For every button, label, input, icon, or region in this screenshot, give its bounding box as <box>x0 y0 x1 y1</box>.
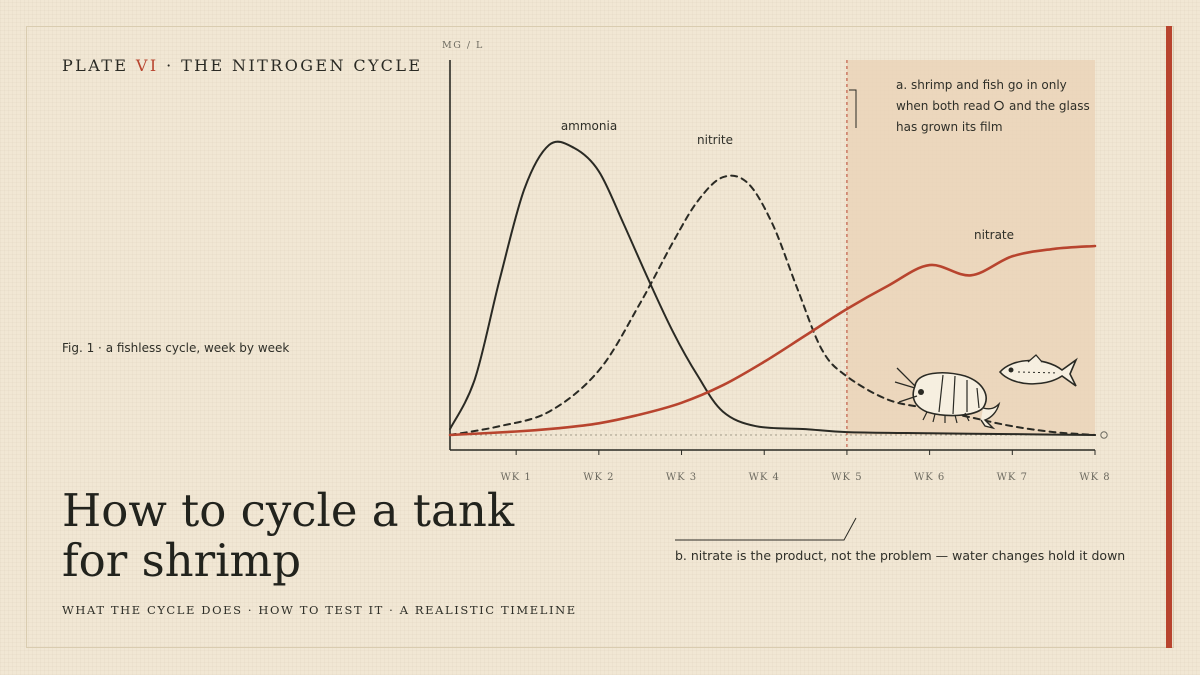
accent-rule <box>1166 26 1172 648</box>
plate-suffix: · THE NITROGEN CYCLE <box>158 56 423 75</box>
series-line-nitrate <box>448 244 1097 437</box>
x-tick-label: WK 4 <box>749 472 780 483</box>
zero-ring-icon <box>994 100 1004 111</box>
x-tick-label: WK 6 <box>914 472 945 483</box>
x-axis-ticks: WK 1 WK 2 WK 3 WK 4 WK 5 WK 6 WK 7 WK 8 <box>501 450 1110 483</box>
page-title: How to cycle a tank for shrimp <box>62 486 622 586</box>
y-axis-unit: MG / L <box>442 40 484 51</box>
series-label-ammonia: ammonia <box>561 119 617 133</box>
page-title-line-2: for shrimp <box>62 534 302 587</box>
series-line-nitrite <box>449 174 1096 436</box>
note-a-line-2b: and the glass <box>1009 99 1090 113</box>
series-lines <box>448 140 1097 437</box>
note-b: b. nitrate is the product, not the probl… <box>675 548 1126 563</box>
chart-notes: a. shrimp and fish go in only when both r… <box>675 78 1090 541</box>
plate-label: PLATE VI · THE NITROGEN CYCLE <box>62 56 422 75</box>
plate-frame <box>26 26 1174 648</box>
x-tick-label: WK 1 <box>501 472 532 483</box>
note-a-line-2a: when both read <box>896 99 990 113</box>
x-tick-label: WK 8 <box>1079 472 1110 483</box>
chart-axes: MG / L <box>442 40 1108 451</box>
plate-prefix: PLATE <box>62 56 136 75</box>
note-b-leader <box>675 517 857 541</box>
fish-icon <box>998 354 1078 387</box>
x-tick-label: WK 2 <box>583 472 614 483</box>
figure-caption: Fig. 1 · a fishless cycle, week by week <box>62 341 290 355</box>
note-a-line-1: a. shrimp and fish go in only <box>896 78 1067 92</box>
x-tick-label: WK 3 <box>666 472 697 483</box>
x-tick-label: WK 5 <box>831 472 862 483</box>
series-line-ammonia <box>449 140 1096 436</box>
zero-ring-icon <box>1100 431 1108 439</box>
series-labels: ammonia nitrite nitrate <box>561 119 1014 242</box>
page-subtitle: WHAT THE CYCLE DOES · HOW TO TEST IT · A… <box>62 603 577 617</box>
note-a-leader <box>849 89 857 128</box>
page-title-line-1: How to cycle a tank <box>62 484 515 537</box>
plate-numeral: VI <box>135 56 159 75</box>
shrimp-icon <box>894 367 1001 430</box>
series-label-nitrate: nitrate <box>974 228 1014 242</box>
series-label-nitrite: nitrite <box>697 133 733 147</box>
x-tick-label: WK 7 <box>997 472 1028 483</box>
note-a-line-3: has grown its film <box>896 120 1003 134</box>
